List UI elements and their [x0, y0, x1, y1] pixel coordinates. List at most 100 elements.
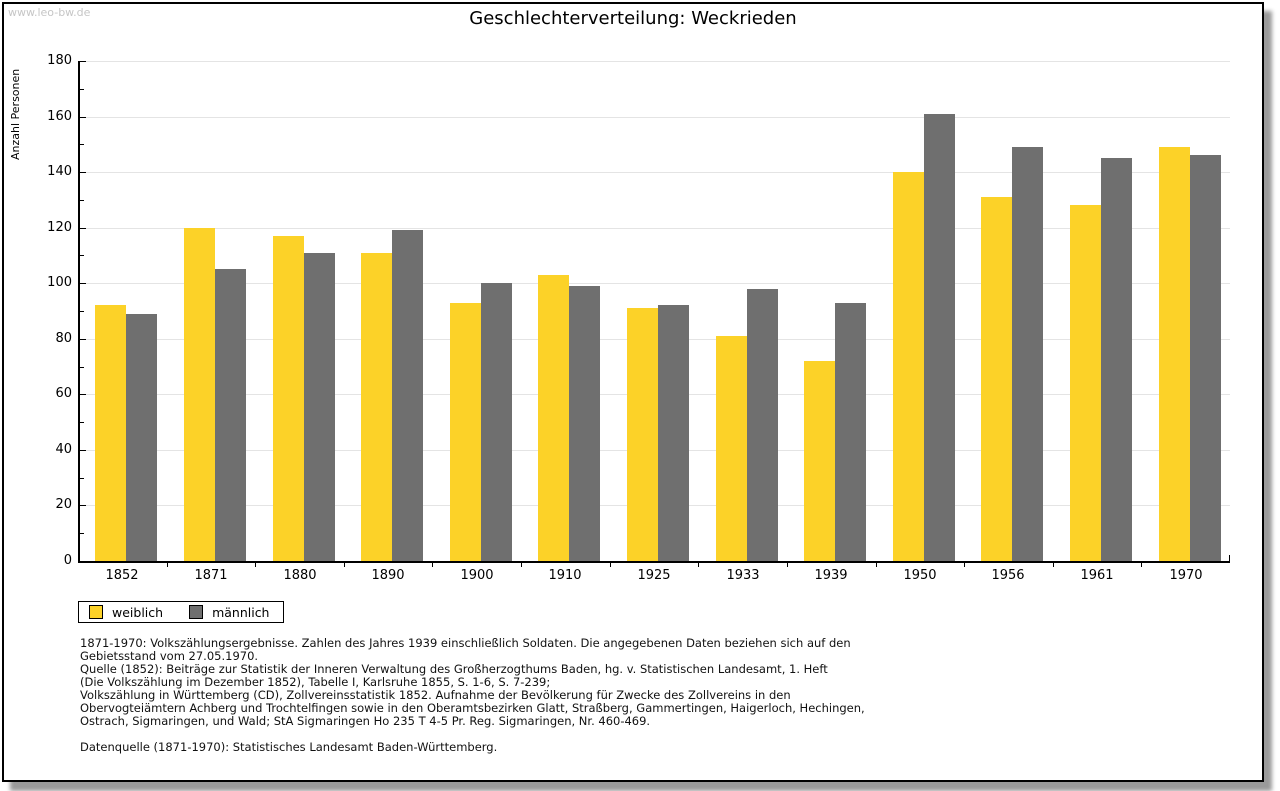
x-axis-label-1961: 1961 — [1080, 568, 1114, 583]
y-axis-tick-label: 20 — [55, 497, 72, 512]
x-axis-tick — [521, 563, 522, 567]
bar-weiblich-1961 — [1070, 205, 1101, 561]
y-axis-tick — [80, 422, 84, 423]
bar-weiblich-1950 — [893, 172, 924, 561]
bar-weiblich-1910 — [538, 275, 569, 561]
legend-swatch-weiblich — [89, 605, 103, 619]
y-axis-tick — [80, 533, 84, 534]
x-axis-label-1880: 1880 — [283, 568, 317, 583]
footnote-line: Obervogteiämtern Achberg und Trochtelfin… — [80, 701, 865, 715]
y-axis-tick — [80, 339, 86, 340]
y-axis-tick — [80, 144, 84, 145]
x-axis-end-tick — [1229, 555, 1230, 561]
legend-label-weiblich: weiblich — [112, 604, 164, 620]
y-axis-tick — [80, 255, 84, 256]
x-axis-tick — [344, 563, 345, 567]
y-axis-tick — [80, 89, 84, 90]
bar-maennlich-1871 — [215, 269, 246, 561]
y-axis-line — [78, 61, 80, 563]
bar-maennlich-1933 — [747, 289, 778, 561]
watermark: www.leo-bw.de — [8, 6, 91, 19]
footnote-line: Quelle (1852): Beiträge zur Statistik de… — [80, 662, 828, 676]
x-axis-tick — [167, 563, 168, 567]
footnote-line: (Die Volkszählung im Dezember 1852), Tab… — [80, 675, 551, 689]
x-axis-tick — [698, 563, 699, 567]
bar-weiblich-1956 — [981, 197, 1012, 561]
y-axis-tick — [80, 505, 86, 506]
bar-maennlich-1910 — [569, 286, 600, 561]
x-axis-label-1950: 1950 — [903, 568, 937, 583]
gridline — [78, 283, 1230, 284]
x-axis-label-1900: 1900 — [460, 568, 494, 583]
x-axis-label-1925: 1925 — [637, 568, 671, 583]
x-axis-tick — [610, 563, 611, 567]
y-axis-tick-label: 160 — [47, 109, 72, 124]
x-axis-label-1970: 1970 — [1169, 568, 1203, 583]
x-axis-label-1871: 1871 — [194, 568, 228, 583]
x-axis-label-1910: 1910 — [548, 568, 582, 583]
bar-weiblich-1880 — [273, 236, 304, 561]
datasource-line: Datenquelle (1871-1970): Statistisches L… — [80, 740, 498, 754]
bar-maennlich-1970 — [1190, 155, 1221, 561]
gridline — [78, 117, 1230, 118]
y-axis-tick-label: 60 — [55, 386, 72, 401]
footnote-lines: 1871-1970: Volkszählungsergebnisse. Zahl… — [80, 637, 865, 728]
bar-weiblich-1933 — [716, 336, 747, 561]
x-axis-label-1933: 1933 — [726, 568, 760, 583]
bar-maennlich-1880 — [304, 253, 335, 561]
x-axis-tick — [255, 563, 256, 567]
y-axis-tick — [80, 200, 84, 201]
y-axis-tick — [80, 450, 86, 451]
x-axis-tick — [1053, 563, 1054, 567]
bar-weiblich-1852 — [95, 305, 126, 561]
chart-frame: www.leo-bw.de Geschlechterverteilung: We… — [2, 2, 1264, 782]
y-axis-tick-label: 100 — [47, 275, 72, 290]
y-axis-tick — [80, 61, 86, 62]
bar-weiblich-1900 — [450, 303, 481, 561]
x-axis-line — [78, 561, 1230, 563]
x-axis-label-1852: 1852 — [105, 568, 139, 583]
bar-weiblich-1890 — [361, 253, 392, 561]
y-axis-tick-label: 80 — [55, 331, 72, 346]
y-axis-tick-label: 120 — [47, 220, 72, 235]
y-axis-tick — [80, 117, 86, 118]
page-title: Geschlechterverteilung: Weckrieden — [469, 8, 797, 29]
bar-maennlich-1890 — [392, 230, 423, 561]
y-axis-tick-label: 180 — [47, 53, 72, 68]
x-axis-tick — [964, 563, 965, 567]
x-axis-label-1939: 1939 — [814, 568, 848, 583]
y-axis-tick — [80, 311, 84, 312]
gridline — [78, 228, 1230, 229]
y-axis-tick — [80, 228, 86, 229]
bar-maennlich-1939 — [835, 303, 866, 561]
bar-maennlich-1852 — [126, 314, 157, 561]
legend: weiblich männlich — [78, 601, 285, 623]
y-axis-tick — [80, 172, 86, 173]
footnote: 1871-1970: Volkszählungsergebnisse. Zahl… — [80, 637, 865, 754]
bar-weiblich-1939 — [804, 361, 835, 561]
bar-maennlich-1900 — [481, 283, 512, 561]
legend-swatch-maennlich — [189, 605, 204, 619]
y-axis-tick-label: 40 — [55, 442, 72, 457]
legend-label-maennlich: männlich — [212, 604, 270, 620]
bar-weiblich-1871 — [184, 228, 215, 561]
bar-weiblich-1970 — [1159, 147, 1190, 561]
y-axis-tick — [80, 478, 84, 479]
bar-maennlich-1961 — [1101, 158, 1132, 561]
y-axis-label: Anzahl Personen — [9, 68, 22, 160]
x-axis-label-1956: 1956 — [991, 568, 1025, 583]
x-axis-tick — [1141, 563, 1142, 567]
gridline — [78, 61, 1230, 62]
y-axis-tick-label: 0 — [63, 553, 72, 568]
y-axis-tick — [80, 394, 86, 395]
x-axis-tick — [432, 563, 433, 567]
x-axis-tick — [876, 563, 877, 567]
bar-weiblich-1925 — [627, 308, 658, 561]
y-axis-tick — [80, 283, 86, 284]
x-axis-tick — [787, 563, 788, 567]
bar-maennlich-1925 — [658, 305, 689, 561]
y-axis-tick — [80, 367, 84, 368]
gridline — [78, 172, 1230, 173]
y-axis-tick-label: 140 — [47, 164, 72, 179]
x-axis-label-1890: 1890 — [371, 568, 405, 583]
